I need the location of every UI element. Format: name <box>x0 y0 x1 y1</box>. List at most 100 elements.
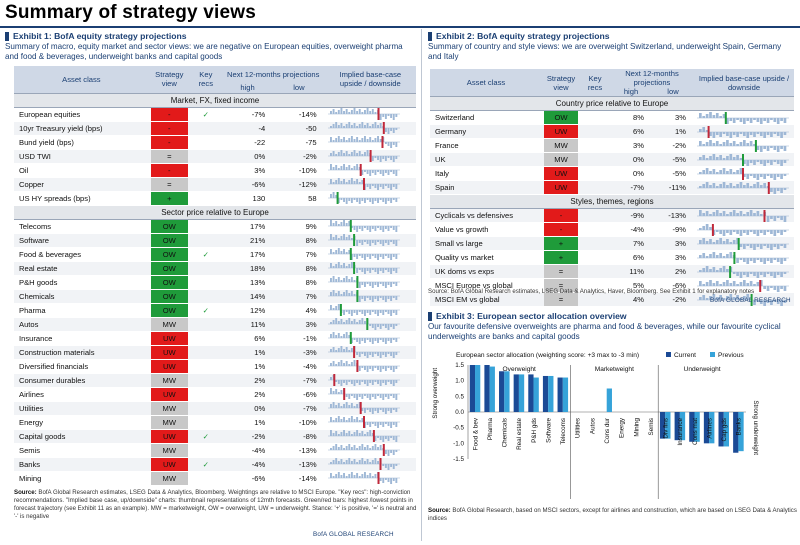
upside-thumbnail-cell <box>324 219 416 234</box>
forecast-marker <box>737 237 740 250</box>
thumbnail-bar <box>739 243 743 247</box>
thumbnail-bar <box>384 366 387 371</box>
thumbnail-bar <box>763 173 766 179</box>
thumbnail-bar <box>384 352 387 357</box>
table-row: USD TWI = 0% -2% <box>14 149 416 164</box>
strategy-view-badge: = <box>544 265 578 278</box>
thumbnail-bar <box>368 126 371 128</box>
exhibit-2-subtitle: Summary of country and style views: we a… <box>428 42 782 62</box>
exhibit-3-subtitle: Our favourite defensive overweights are … <box>428 322 781 342</box>
thumbnail-bar <box>360 296 363 299</box>
thumbnail-bar <box>345 420 348 422</box>
thumbnail-bar <box>780 285 783 289</box>
projection-high: 14% <box>221 289 274 304</box>
strategy-view-cell: - <box>148 121 190 136</box>
thumbnail-bar <box>355 462 358 464</box>
thumbnail-bar <box>726 139 729 146</box>
projection-thumbnail <box>327 262 400 274</box>
thumbnail-bar <box>736 183 739 188</box>
thumbnail-bar <box>334 350 337 352</box>
thumbnail-bar <box>340 294 342 296</box>
thumbnail-bar <box>766 145 770 151</box>
thumbnail-bar <box>363 254 366 260</box>
thumbnail-bar <box>379 380 382 386</box>
thumbnail-bar <box>353 360 356 366</box>
thumbnail-bar <box>384 198 387 204</box>
section-title: Country price relative to Europe <box>430 96 794 111</box>
thumbnail-bar <box>381 478 384 483</box>
thumbnail-bar <box>332 420 335 422</box>
thumbnail-bar <box>749 131 753 135</box>
projection-high: 5% <box>610 278 652 293</box>
projection-thumbnail <box>697 209 789 222</box>
upside-thumbnail-cell <box>694 110 794 125</box>
thumbnail-bar <box>355 126 358 128</box>
thumbnail-bar <box>329 404 332 408</box>
thumbnail-bar <box>392 282 395 284</box>
thumbnail-bar <box>759 131 763 136</box>
thumbnail-bar <box>342 278 345 282</box>
thumbnail-bar <box>345 182 348 184</box>
thumbnail-bar <box>705 181 709 188</box>
table-row: Quality vs market +6% 3% <box>430 250 794 265</box>
thumbnail-bar <box>739 229 743 236</box>
thumbnail-bar <box>355 430 358 436</box>
thumbnail-bar <box>347 250 350 254</box>
thumbnail-bar <box>345 151 348 156</box>
thumbnail-bar <box>371 156 374 161</box>
thumbnail-bar <box>381 198 384 202</box>
strategy-view-badge: - <box>150 121 188 134</box>
thumbnail-bar <box>347 122 350 128</box>
table-row: Oil - 3% -10% <box>14 163 416 178</box>
thumbnail-bar <box>340 280 342 282</box>
asset-label: Construction materials <box>14 345 149 360</box>
header-asset: Asset class <box>14 66 149 93</box>
thumbnail-bar <box>350 348 353 352</box>
thumbnail-bar <box>379 366 382 372</box>
projection-low: -13% <box>273 443 325 458</box>
thumbnail-bar <box>702 252 706 258</box>
thumbnail-bar <box>332 192 335 198</box>
thumbnail-bar <box>389 156 392 160</box>
projection-low: -14% <box>273 471 325 486</box>
thumbnail-bar <box>753 257 756 263</box>
thumbnail-bar <box>729 211 733 216</box>
upside-thumbnail-cell <box>694 236 794 251</box>
key-rec-check-icon <box>580 236 610 251</box>
projection-high: 0% <box>610 152 652 167</box>
projection-high: 13% <box>221 275 274 290</box>
thumbnail-bar <box>387 310 390 314</box>
upside-thumbnail-cell <box>694 124 794 139</box>
thumbnail-bar <box>347 138 350 142</box>
thumbnail-bar <box>763 145 766 149</box>
thumbnail-bar <box>347 418 350 422</box>
thumbnail-bar <box>371 296 374 302</box>
projection-thumbnail <box>327 192 400 204</box>
thumbnail-bar <box>340 336 342 338</box>
thumbnail-bar <box>766 299 770 303</box>
thumbnail-bar <box>371 394 374 397</box>
forecast-marker <box>711 223 714 236</box>
thumbnail-bar <box>766 271 770 274</box>
key-rec-check-icon <box>189 177 222 192</box>
thumbnail-bar <box>358 366 361 371</box>
key-rec-check-icon <box>189 219 222 234</box>
thumbnail-bar <box>763 117 766 121</box>
thumbnail-bar <box>350 461 353 464</box>
thumbnail-bar <box>329 249 332 254</box>
thumbnail-bar <box>726 253 729 258</box>
thumbnail-bar <box>732 131 736 135</box>
thumbnail-bar <box>374 254 376 258</box>
thumbnail-bar <box>389 184 392 190</box>
upside-thumbnail-cell <box>694 264 794 279</box>
projection-thumbnail <box>327 332 400 344</box>
thumbnail-bar <box>355 164 358 170</box>
thumbnail-bar <box>753 183 756 188</box>
thumbnail-bar <box>347 474 350 478</box>
thumbnail-bar <box>722 113 726 118</box>
thumbnail-bar <box>332 433 335 436</box>
thumbnail-bar <box>739 297 743 300</box>
thumbnail-bar <box>355 338 358 342</box>
thumbnail-bar <box>699 128 702 132</box>
projection-low: 4% <box>273 303 325 318</box>
